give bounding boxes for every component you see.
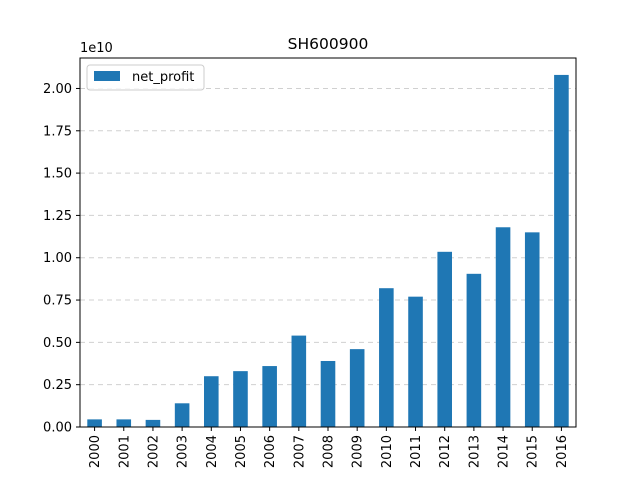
- x-tick-label: 2015: [526, 435, 541, 468]
- x-tick-label: 2014: [497, 435, 512, 468]
- x-tick-label: 2009: [351, 435, 366, 468]
- bar-2001: [116, 419, 132, 427]
- bars: [87, 74, 569, 427]
- bar-2009: [349, 349, 365, 427]
- bar-2010: [379, 288, 394, 427]
- y-tick-label: 0.25: [43, 378, 72, 393]
- legend-label: net_profit: [132, 70, 194, 85]
- x-tick-label: 2007: [292, 435, 307, 468]
- bar-2007: [291, 335, 307, 427]
- bar-2006: [262, 366, 277, 427]
- legend-swatch: [94, 71, 120, 81]
- y-tick-label: 0.00: [43, 421, 72, 436]
- bar-2015: [524, 232, 540, 427]
- grid-lines: [80, 87, 576, 386]
- y-tick-label: 1.75: [43, 124, 72, 139]
- x-axis: 2000 2001 2002 2003 2004 2005 2006 2007 2008 2009…: [88, 427, 570, 468]
- bar-2002: [145, 419, 161, 427]
- x-tick-label: 2001: [117, 435, 132, 468]
- x-tick-label: 2008: [322, 435, 337, 468]
- x-tick-label: 2012: [438, 435, 453, 468]
- y-axis: 0.00 0.25 0.50 0.75 1.00 1.25 1.50 1.75 2.00: [43, 82, 80, 436]
- y-tick-label: 0.75: [43, 294, 72, 309]
- x-tick-label: 2004: [205, 435, 220, 468]
- bar-2004: [204, 376, 219, 427]
- x-tick-label: 2010: [380, 435, 395, 468]
- x-tick-label: 2016: [555, 435, 570, 468]
- chart-title: SH600900: [288, 35, 369, 53]
- bar-2016: [554, 74, 569, 427]
- bar-2012: [437, 251, 452, 427]
- bar-2013: [466, 273, 482, 427]
- y-tick-label: 0.50: [43, 336, 72, 351]
- x-tick-label: 2005: [234, 435, 249, 468]
- x-tick-label: 2000: [88, 435, 103, 468]
- bar-2005: [233, 371, 248, 427]
- x-tick-label: 2006: [263, 435, 278, 468]
- x-tick-label: 2013: [467, 435, 482, 468]
- x-tick-label: 2002: [146, 435, 161, 468]
- bar-2000: [87, 419, 102, 427]
- bar-2011: [408, 296, 423, 427]
- bar-2008: [320, 360, 336, 427]
- x-tick-label: 2011: [409, 435, 424, 468]
- legend: net_profit: [86, 64, 205, 91]
- y-tick-label: 1.50: [43, 167, 72, 182]
- y-tick-label: 1.00: [43, 251, 72, 266]
- y-tick-label: 2.00: [43, 82, 72, 97]
- x-tick-label: 2003: [176, 435, 191, 468]
- y-tick-label: 1.25: [43, 209, 72, 224]
- bar-2003: [174, 403, 190, 427]
- y-offset-label: 1e10: [80, 41, 113, 56]
- bar-2014: [495, 227, 511, 427]
